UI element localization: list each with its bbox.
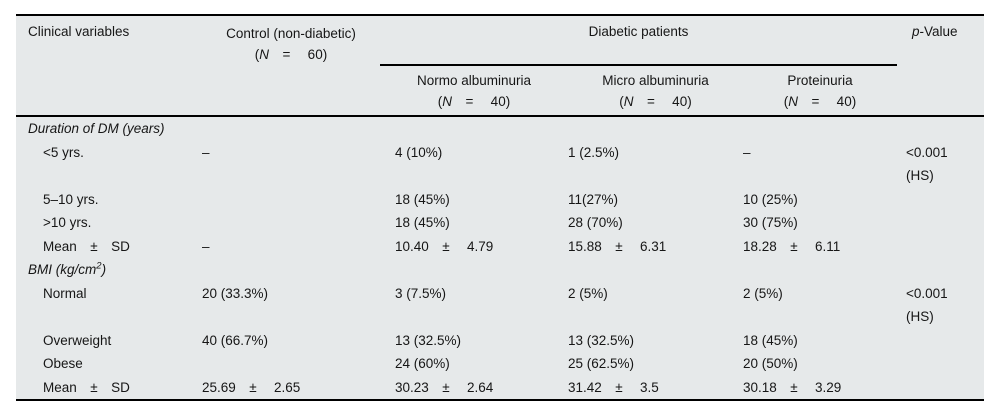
cell-micro: 15.88 ± 6.31 xyxy=(568,238,667,254)
cell-micro: 1 (2.5%) xyxy=(568,144,620,160)
table-body: Duration of DM (years) <5 yrs. – 4 (10%)… xyxy=(16,117,984,399)
cell-pvalue xyxy=(897,329,984,353)
cell-control xyxy=(202,164,380,188)
cell-normo: 24 (60%) xyxy=(395,356,450,371)
cell-pvalue xyxy=(897,376,984,400)
cell-control: – xyxy=(202,238,210,254)
row-label xyxy=(16,305,202,329)
cell-micro: 28 (70%) xyxy=(568,215,623,230)
cell-micro: 25 (62.5%) xyxy=(568,356,635,371)
cell-control xyxy=(202,305,380,329)
superscript-2: 2 xyxy=(96,260,102,272)
cell-control xyxy=(202,352,380,376)
table-row: Mean ± SD 25.69 ± 2.65 30.23 ± 2.64 31.4… xyxy=(16,376,984,400)
section-label: Duration of DM (years) xyxy=(28,121,165,136)
cell-normo: 18 (45%) xyxy=(395,191,450,207)
n-symbol: N xyxy=(788,94,799,109)
cell-normo: 18 (45%) xyxy=(395,215,450,230)
row-label xyxy=(16,164,202,188)
cell-pvalue xyxy=(897,188,984,212)
cell-pvalue: (HS) xyxy=(906,168,934,183)
table-row: Normal 20 (33.3%) 3 (7.5%) 2 (5%) 2 (5%)… xyxy=(16,282,984,306)
row-label: >10 yrs. xyxy=(43,215,92,230)
cell-normo xyxy=(380,305,568,329)
cell-normo: 4 (10%) xyxy=(395,144,443,160)
cell-proteinuria: 18 (45%) xyxy=(743,332,798,348)
row-label: Obese xyxy=(43,356,83,371)
cell-normo xyxy=(380,164,568,188)
cell-proteinuria: 2 (5%) xyxy=(743,285,783,301)
column-header-control: Control (non-diabetic) (N = 60) xyxy=(202,16,380,115)
cell-pvalue xyxy=(897,235,984,259)
table-row: Overweight 40 (66.7%) 13 (32.5%) 13 (32.… xyxy=(16,329,984,353)
section-row-duration: Duration of DM (years) xyxy=(16,117,984,141)
table-row: >10 yrs. 18 (45%) 28 (70%) 30 (75%) xyxy=(16,211,984,235)
cell-pvalue: (HS) xyxy=(906,309,934,324)
table-row: <5 yrs. – 4 (10%) 1 (2.5%) – <0.001 xyxy=(16,141,984,165)
cell-proteinuria: 18.28 ± 6.11 xyxy=(743,238,841,254)
cell-proteinuria xyxy=(743,164,897,188)
n-symbol: N xyxy=(259,47,270,62)
cell-pvalue: <0.001 xyxy=(906,285,948,301)
control-label: Control (non-diabetic) xyxy=(226,26,356,41)
column-header-p-value: p-Value xyxy=(912,24,958,39)
cell-control xyxy=(202,211,380,235)
cell-control xyxy=(202,188,380,212)
row-label: 5–10 yrs. xyxy=(43,191,99,207)
column-header-normo-albuminuria: Normo albuminuria (N = 40) xyxy=(416,73,532,109)
row-label: Mean ± SD xyxy=(43,238,130,254)
cell-control: 20 (33.3%) xyxy=(202,285,269,301)
cell-micro: 31.42 ± 3.5 xyxy=(568,379,659,395)
cell-proteinuria: 30.18 ± 3.29 xyxy=(743,379,842,395)
cell-proteinuria: 20 (50%) xyxy=(743,356,798,371)
cell-normo: 13 (32.5%) xyxy=(395,332,462,348)
cell-normo: 3 (7.5%) xyxy=(395,285,447,301)
cell-control: – xyxy=(202,144,210,160)
table-row: Mean ± SD – 10.40 ± 4.79 15.88 ± 6.31 18… xyxy=(16,235,984,259)
cell-micro xyxy=(568,164,743,188)
table-header: Clinical variables Control (non-diabetic… xyxy=(16,16,984,117)
cell-pvalue: <0.001 xyxy=(906,144,948,160)
table-row: 5–10 yrs. 18 (45%) 11(27%) 10 (25%) xyxy=(16,188,984,212)
cell-pvalue xyxy=(897,211,984,235)
cell-control: 40 (66.7%) xyxy=(202,332,269,348)
cell-micro xyxy=(568,305,743,329)
n-symbol: N xyxy=(442,94,453,109)
cell-normo: 30.23 ± 2.64 xyxy=(395,379,494,395)
row-label: Mean ± SD xyxy=(43,379,130,395)
column-header-micro-albuminuria: Micro albuminuria (N = 40) xyxy=(602,73,709,109)
section-label: BMI (kg/cm2) xyxy=(28,260,107,277)
cell-proteinuria: – xyxy=(743,144,751,160)
cell-control: 25.69 ± 2.65 xyxy=(202,379,301,395)
row-label: Overweight xyxy=(43,332,112,348)
control-count: (N = 60) xyxy=(254,47,328,62)
column-header-proteinuria: Proteinuria (N = 40) xyxy=(783,73,857,109)
table-row: (HS) xyxy=(16,305,984,329)
cell-micro: 2 (5%) xyxy=(568,285,608,301)
row-label: Normal xyxy=(43,285,87,301)
table-row: Obese 24 (60%) 25 (62.5%) 20 (50%) xyxy=(16,352,984,376)
cell-proteinuria: 10 (25%) xyxy=(743,191,798,207)
section-row-bmi: BMI (kg/cm2) xyxy=(16,258,984,282)
group-header-diabetic-patients: Diabetic patients xyxy=(380,16,897,66)
column-header-clinical-variables: Clinical variables xyxy=(28,24,130,39)
n-symbol: N xyxy=(623,94,634,109)
cell-pvalue xyxy=(897,352,984,376)
cell-micro: 11(27%) xyxy=(568,191,619,207)
clinical-variables-table: Clinical variables Control (non-diabetic… xyxy=(16,14,984,401)
row-label: <5 yrs. xyxy=(43,144,84,160)
cell-proteinuria: 30 (75%) xyxy=(743,215,798,230)
cell-proteinuria xyxy=(743,305,897,329)
cell-normo: 10.40 ± 4.79 xyxy=(395,238,494,254)
table-row: (HS) xyxy=(16,164,984,188)
cell-micro: 13 (32.5%) xyxy=(568,332,635,348)
